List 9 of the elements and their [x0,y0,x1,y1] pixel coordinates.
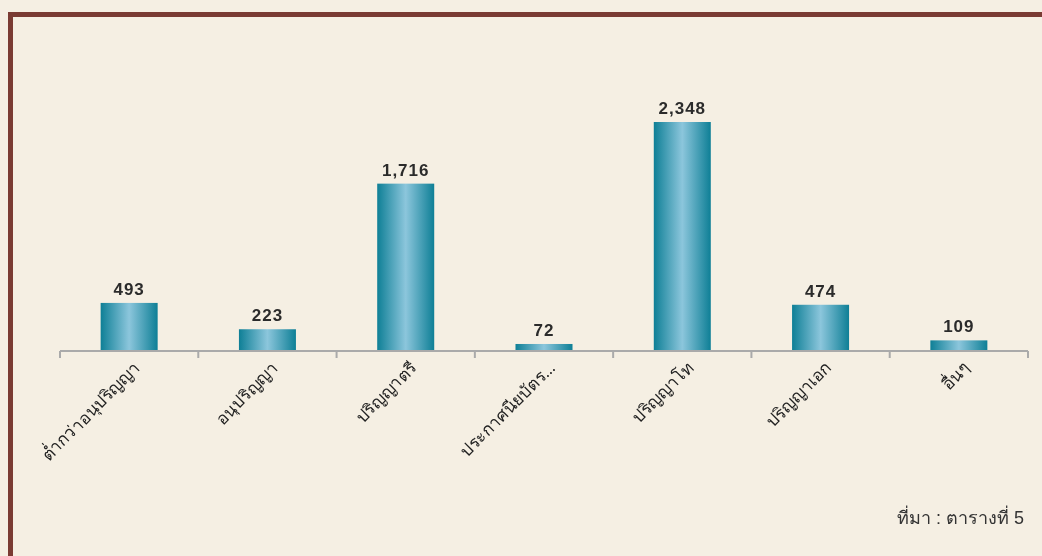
data-label: 493 [113,279,145,299]
data-label: 2,348 [658,99,707,118]
data-label: 72 [533,320,555,340]
x-tick-label: อื่นๆ [936,356,974,394]
data-label: 109 [943,317,975,337]
text: ที่มา : ตารางที่ 5 [896,505,1024,528]
data-label: 1,716 [381,160,430,180]
data-label: 474 [804,281,837,301]
data-label: 223 [251,306,284,326]
